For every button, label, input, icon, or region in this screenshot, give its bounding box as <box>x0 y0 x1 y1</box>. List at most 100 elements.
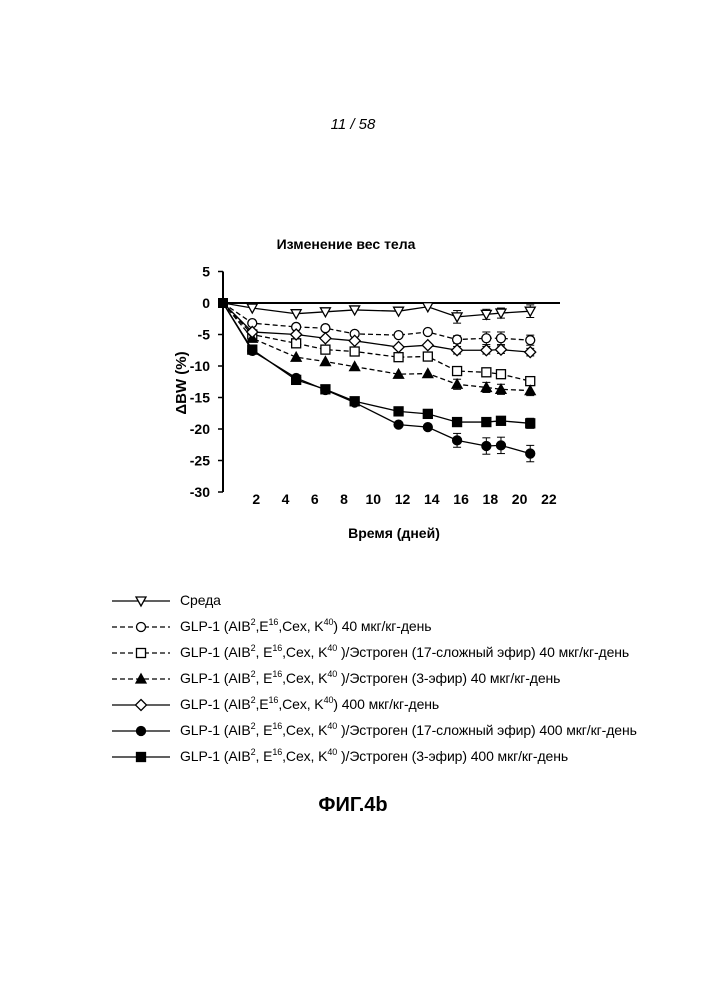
legend-text-part: , E <box>256 670 273 686</box>
legend-text-part: GLP-1 (AIB <box>180 644 251 660</box>
x-tick-label: 22 <box>541 491 557 507</box>
data-point <box>423 369 433 378</box>
data-point <box>394 407 403 416</box>
data-point <box>291 352 301 361</box>
legend-marker <box>137 623 146 632</box>
data-point <box>394 420 403 429</box>
series-line <box>223 303 530 423</box>
legend-text-part: GLP-1 (AIB <box>180 618 251 634</box>
data-point <box>496 416 505 425</box>
legend-label: GLP-1 (AIB2, E16,Cex, K40 )/Эстроген (17… <box>180 722 637 738</box>
data-point <box>526 449 535 458</box>
legend-marker <box>137 727 146 736</box>
legend: Среда GLP-1 (AIB2,E16,Cex, K40) 40 мкг/кг… <box>110 588 700 770</box>
legend-text-part: ,Cex, K <box>282 670 327 686</box>
legend-label: GLP-1 (AIB2, E16,Cex, K40 )/Эстроген (17… <box>180 644 629 660</box>
legend-superscript: 40 <box>324 617 334 627</box>
data-point <box>423 423 432 432</box>
legend-text-part: GLP-1 (AIB <box>180 670 251 686</box>
data-point <box>320 333 331 344</box>
legend-superscript: 16 <box>269 695 279 705</box>
legend-swatch <box>110 666 172 692</box>
legend-item: GLP-1 (AIB2,E16,Cex, K40) 400 мкг/кг-ден… <box>110 692 700 718</box>
legend-superscript: 40 <box>327 643 337 653</box>
legend-swatch <box>110 588 172 614</box>
legend-item: GLP-1 (AIB2, E16,Cex, K40 )/Эстроген (17… <box>110 718 700 744</box>
data-point <box>526 336 535 345</box>
legend-text-part: ,Cex, K <box>278 696 323 712</box>
axes: 50-5-10-15-20-25-30246810121416182022 <box>190 264 560 508</box>
y-tick-label: -30 <box>190 484 210 500</box>
data-point <box>292 375 301 384</box>
x-tick-label: 20 <box>512 491 528 507</box>
legend-label: GLP-1 (AIB2,E16,Cex, K40) 400 мкг/кг-ден… <box>180 696 439 712</box>
series-line <box>223 303 530 454</box>
legend-label: GLP-1 (AIB2,E16,Cex, K40) 40 мкг/кг-день <box>180 618 431 634</box>
legend-text-part: )/Эстроген (17-сложный эфир) 400 мкг/кг-… <box>337 722 637 738</box>
legend-text-part: GLP-1 (AIB <box>180 722 251 738</box>
data-point <box>423 409 432 418</box>
legend-text-part: ) 40 мкг/кг-день <box>333 618 431 634</box>
series-1 <box>218 298 535 345</box>
y-tick-label: 5 <box>202 264 210 280</box>
data-point <box>525 386 535 395</box>
series-5 <box>218 298 535 462</box>
x-tick-label: 12 <box>395 491 411 507</box>
legend-swatch <box>110 640 172 666</box>
legend-superscript: 16 <box>272 643 282 653</box>
legend-label: Среда <box>180 592 221 608</box>
legend-text-part: ,Cex, K <box>282 722 327 738</box>
legend-superscript: 16 <box>272 747 282 757</box>
y-tick-label: -15 <box>190 390 210 406</box>
legend-text-part: Среда <box>180 592 221 608</box>
y-axis-label: ΔBW (%) <box>173 351 190 414</box>
data-point <box>496 334 505 343</box>
legend-marker <box>136 700 147 711</box>
x-tick-label: 14 <box>424 491 440 507</box>
data-point <box>291 310 301 319</box>
data-point <box>350 347 359 356</box>
x-tick-label: 4 <box>282 491 290 507</box>
legend-item: GLP-1 (AIB2, E16,Cex, K40 )/Эстроген (17… <box>110 640 700 666</box>
chart-title: Изменение вес тела <box>277 236 416 252</box>
data-point <box>482 368 491 377</box>
series-0 <box>218 298 535 323</box>
series-group <box>218 298 536 462</box>
legend-superscript: 40 <box>327 721 337 731</box>
data-point <box>321 345 330 354</box>
x-tick-label: 6 <box>311 491 319 507</box>
legend-text-part: )/Эстроген (3-эфир) 40 мкг/кг-день <box>337 670 560 686</box>
legend-text-part: ,E <box>256 696 269 712</box>
y-tick-label: -10 <box>190 358 210 374</box>
legend-marker <box>137 753 146 762</box>
data-point <box>423 327 432 336</box>
x-tick-label: 8 <box>340 491 348 507</box>
legend-superscript: 40 <box>324 695 334 705</box>
legend-text-part: , E <box>256 748 273 764</box>
legend-superscript: 16 <box>272 721 282 731</box>
data-point <box>496 441 505 450</box>
legend-text-part: )/Эстроген (17-сложный эфир) 40 мкг/кг-д… <box>337 644 629 660</box>
data-point <box>394 331 403 340</box>
legend-text-part: )/Эстроген (3-эфир) 400 мкг/кг-день <box>337 748 568 764</box>
series-4 <box>218 298 536 358</box>
legend-label: GLP-1 (AIB2, E16,Cex, K40 )/Эстроген (3-… <box>180 670 560 686</box>
y-tick-label: -20 <box>190 421 210 437</box>
data-point <box>320 357 330 366</box>
legend-text-part: ,Cex, K <box>282 644 327 660</box>
data-point <box>321 385 330 394</box>
legend-item: GLP-1 (AIB2,E16,Cex, K40) 40 мкг/кг-день <box>110 614 700 640</box>
data-point <box>393 342 404 353</box>
legend-text-part: GLP-1 (AIB <box>180 696 251 712</box>
legend-swatch <box>110 614 172 640</box>
data-point <box>482 334 491 343</box>
data-point <box>453 436 462 445</box>
data-point <box>453 367 462 376</box>
data-point <box>453 418 462 427</box>
data-point <box>482 442 491 451</box>
x-tick-label: 2 <box>252 491 260 507</box>
data-point <box>452 313 462 322</box>
data-point <box>321 324 330 333</box>
legend-superscript: 16 <box>272 669 282 679</box>
data-point <box>350 397 359 406</box>
